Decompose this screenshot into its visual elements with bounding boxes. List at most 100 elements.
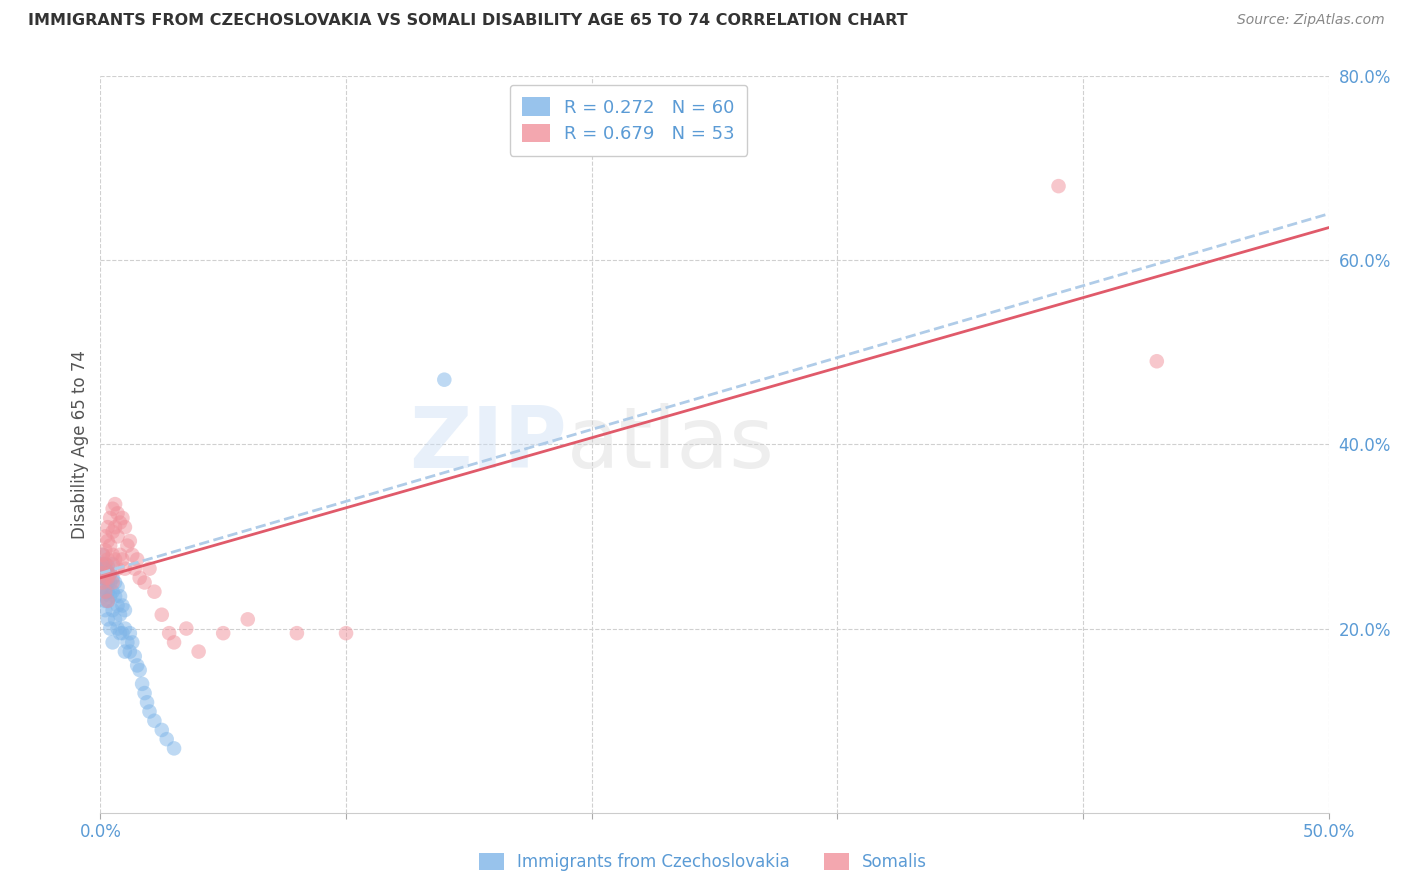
Point (94, 575, 117, 590)
Point (128, 571, 150, 585)
Point (117, 635, 139, 649)
Text: ZIP: ZIP (409, 402, 567, 486)
Point (107, 599, 129, 613)
Point (163, 635, 186, 649)
Point (108, 516, 131, 530)
Point (104, 589, 127, 603)
Point (108, 626, 131, 640)
Point (98, 575, 121, 590)
Point (97, 558, 120, 573)
Text: IMMIGRANTS FROM CZECHOSLOVAKIA VS SOMALI DISABILITY AGE 65 TO 74 CORRELATION CHA: IMMIGRANTS FROM CZECHOSLOVAKIA VS SOMALI… (28, 13, 908, 29)
Point (94, 529, 117, 543)
Point (91, 566, 114, 581)
Point (97, 520, 120, 534)
Point (104, 612, 127, 626)
Point (101, 548, 124, 562)
Point (97, 566, 120, 581)
Point (91, 548, 114, 562)
Point (98, 622, 121, 636)
Legend: R = 0.272   N = 60, R = 0.679   N = 53: R = 0.272 N = 60, R = 0.679 N = 53 (510, 85, 748, 156)
Point (134, 575, 156, 590)
Point (335, 626, 357, 640)
Point (94, 571, 117, 585)
Point (176, 622, 198, 636)
Point (94, 584, 117, 599)
Point (107, 529, 129, 543)
Point (107, 506, 129, 520)
Point (118, 533, 141, 548)
Point (104, 552, 127, 566)
Point (107, 561, 129, 575)
Point (98, 589, 121, 603)
Point (143, 714, 166, 728)
Point (108, 607, 131, 622)
Point (97, 594, 120, 608)
Point (127, 552, 149, 566)
Point (111, 626, 134, 640)
Point (128, 663, 150, 677)
Point (94, 561, 117, 575)
Point (101, 584, 124, 599)
Legend: Immigrants from Czechoslovakia, Somalis: Immigrants from Czechoslovakia, Somalis (471, 845, 935, 880)
Point (98, 539, 121, 553)
Point (97, 594, 120, 608)
Point (97, 584, 120, 599)
Point (111, 511, 134, 525)
Point (114, 561, 136, 575)
Point (94, 557, 117, 571)
Point (104, 575, 127, 590)
Point (163, 741, 186, 756)
Point (91, 557, 114, 571)
Point (91, 575, 114, 590)
Point (433, 373, 456, 387)
Point (121, 635, 143, 649)
Point (94, 594, 117, 608)
Point (94, 571, 117, 585)
Point (94, 566, 117, 581)
Point (98, 566, 121, 581)
Point (118, 644, 141, 658)
Point (124, 561, 146, 575)
Point (150, 607, 173, 622)
Point (138, 561, 160, 575)
Point (91, 566, 114, 581)
Point (117, 539, 139, 553)
Point (118, 626, 141, 640)
Point (114, 603, 136, 617)
Point (131, 677, 153, 691)
Point (114, 644, 136, 658)
Point (94, 584, 117, 599)
Point (91, 571, 114, 585)
Text: Source: ZipAtlas.com: Source: ZipAtlas.com (1237, 13, 1385, 28)
Point (97, 533, 120, 548)
Point (111, 552, 134, 566)
Point (98, 511, 121, 525)
Point (134, 686, 156, 700)
Point (157, 626, 180, 640)
Point (91, 548, 114, 562)
Point (101, 575, 124, 590)
Point (91, 589, 114, 603)
Point (212, 626, 235, 640)
Point (97, 612, 120, 626)
Point (111, 599, 134, 613)
Point (1047, 179, 1070, 194)
Point (150, 723, 173, 737)
Point (285, 626, 308, 640)
Point (136, 695, 159, 709)
Point (91, 561, 114, 575)
Y-axis label: Disability Age 65 to 74: Disability Age 65 to 74 (72, 350, 89, 539)
Point (108, 589, 131, 603)
Point (98, 566, 121, 581)
Point (108, 548, 131, 562)
Point (94, 603, 117, 617)
Text: atlas: atlas (567, 402, 775, 486)
Point (138, 705, 160, 719)
Point (101, 524, 124, 539)
Point (97, 571, 120, 585)
Point (107, 580, 129, 594)
Point (156, 732, 179, 747)
Point (94, 557, 117, 571)
Point (101, 635, 124, 649)
Point (104, 520, 127, 534)
